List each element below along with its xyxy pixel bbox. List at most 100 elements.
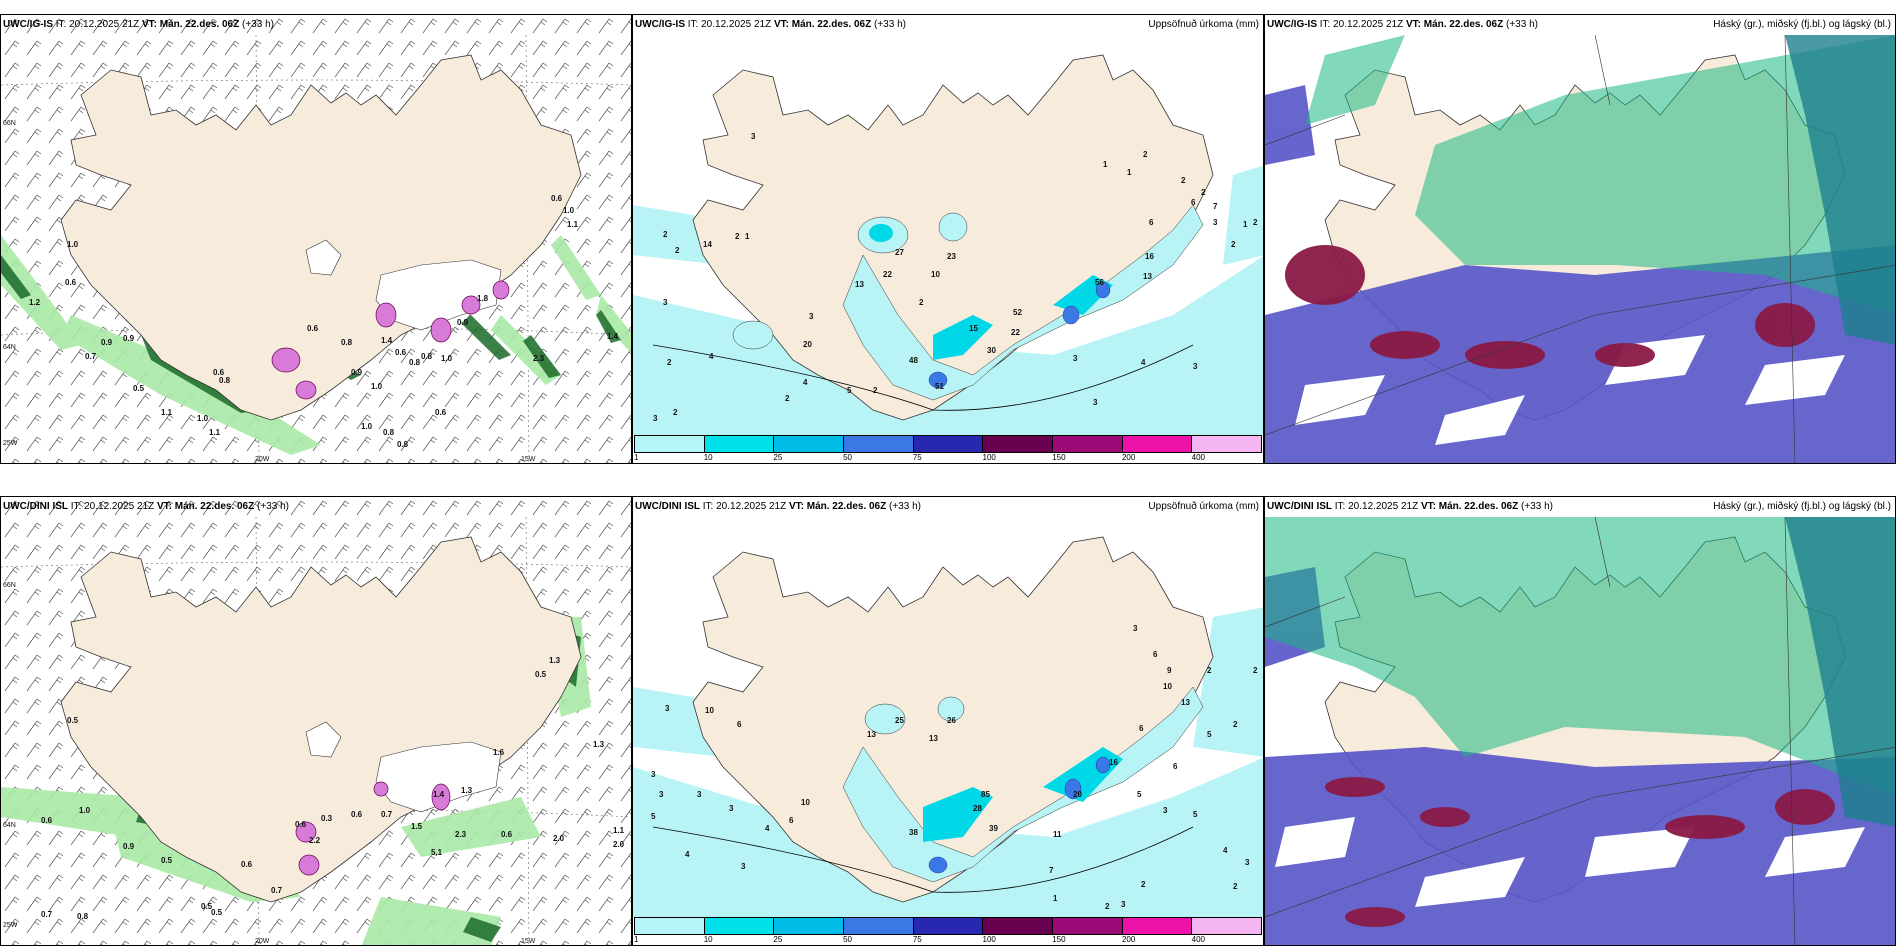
- panel-title: Háský (gr.), miðský (fj.bl.) og lágský (…: [1713, 501, 1891, 512]
- legend-swatch: [1053, 918, 1123, 934]
- value-label: 0.8: [341, 338, 353, 347]
- value-label: 4: [803, 378, 808, 387]
- lat-label: 66N: [3, 120, 16, 127]
- value-label: 2: [873, 386, 878, 395]
- value-label: 3: [665, 704, 670, 713]
- legend-tick: 150: [1052, 453, 1066, 462]
- value-label: 2.2: [309, 836, 321, 845]
- value-label: 0.8: [219, 376, 231, 385]
- wind-map: 1.0 0.6 1.2 0.9 0.7 0.5 0.9 1.1 1.0 1.1 …: [1, 15, 631, 463]
- value-label: 0.5: [201, 902, 213, 911]
- value-label: 23: [947, 252, 956, 261]
- value-label: 2: [1253, 218, 1258, 227]
- value-label: 1.1: [613, 826, 625, 835]
- value-label: 7: [1049, 866, 1054, 875]
- value-label: 0.6: [551, 194, 563, 203]
- value-label: 13: [929, 734, 938, 743]
- panel-title: Háský (gr.), miðský (fj.bl.) og lágský (…: [1713, 19, 1891, 30]
- precip-panel-row2: UWC/DINI ISL IT: 20.12.2025 21Z VT: Mán.…: [632, 496, 1264, 946]
- value-label: 0.5: [67, 716, 79, 725]
- value-label: 2: [735, 232, 740, 241]
- value-label: 1: [1053, 894, 1058, 903]
- wind-values: 1.0 0.6 1.2 0.9 0.7 0.5 0.9 1.1 1.0 1.1 …: [3, 120, 619, 463]
- value-label: 6: [789, 816, 794, 825]
- value-label: 10: [705, 706, 714, 715]
- value-label: 2: [667, 358, 672, 367]
- value-label: 3: [741, 862, 746, 871]
- value-label: 30: [987, 346, 996, 355]
- value-label: 1: [745, 232, 750, 241]
- precip-legend: 1 10 25 50 75 100 150 200 400: [634, 435, 1262, 463]
- value-label: 3: [697, 790, 702, 799]
- value-label: 1.1: [161, 408, 173, 417]
- value-label: 2: [785, 394, 790, 403]
- value-label: 6: [1173, 762, 1178, 771]
- value-label: 1: [1243, 220, 1248, 229]
- legend-swatch: [983, 436, 1054, 452]
- value-label: 2: [1233, 882, 1238, 891]
- legend-swatch: [844, 436, 914, 452]
- panel-title: Uppsöfnuð úrkoma (mm): [1148, 19, 1259, 30]
- value-label: 0.8: [397, 440, 409, 449]
- value-label: 1.0: [67, 240, 79, 249]
- wind-precip-streaks: [1, 235, 631, 455]
- precip-values: 3 10 6 3 3 3 5 4 3 4 3 6 10 13 25 13 26 …: [651, 624, 1258, 911]
- value-label: 4: [765, 824, 770, 833]
- value-label: 3: [729, 804, 734, 813]
- value-label: 0.6: [295, 820, 307, 829]
- value-label: 27: [895, 248, 904, 257]
- value-label: 0.8: [421, 352, 433, 361]
- value-label: 1.4: [607, 332, 619, 341]
- intense-cells: [271, 280, 510, 400]
- value-label: 0.9: [457, 318, 469, 327]
- legend-bar: [634, 435, 1262, 453]
- precip-map: 3 10 6 3 3 3 5 4 3 4 3 6 10 13 25 13 26 …: [633, 536, 1263, 917]
- legend-tick: 75: [912, 935, 922, 944]
- value-label: 28: [973, 804, 982, 813]
- value-label: 1.5: [411, 822, 423, 831]
- value-label: 0.8: [383, 428, 395, 437]
- value-label: 3: [1133, 624, 1138, 633]
- lon-label: 15W: [521, 456, 536, 463]
- value-label: 1.0: [361, 422, 373, 431]
- value-label: 20: [1073, 790, 1082, 799]
- value-label: 51: [935, 382, 944, 391]
- panel-header: UWC/DINI ISL IT: 20.12.2025 21Z VT: Mán.…: [635, 501, 921, 512]
- cloud-map: [1265, 34, 1895, 463]
- value-label: 5: [1137, 790, 1142, 799]
- value-label: 22: [883, 270, 892, 279]
- value-label: 1.3: [461, 786, 473, 795]
- value-label: 0.6: [435, 408, 447, 417]
- value-label: 1.1: [567, 220, 579, 229]
- value-label: 3: [659, 790, 664, 799]
- value-label: 38: [909, 828, 918, 837]
- legend-tick: 25: [773, 453, 783, 462]
- value-label: 0.7: [271, 886, 283, 895]
- value-label: 1.3: [593, 740, 605, 749]
- value-label: 3: [653, 414, 658, 423]
- value-label: 11: [1053, 830, 1062, 839]
- legend-tick: 150: [1052, 935, 1066, 944]
- value-label: 3: [651, 770, 656, 779]
- wind-map: 0.5 0.6 1.0 0.9 0.5 0.5 0.6 0.6 0.5 0.7 …: [1, 497, 631, 945]
- wind-panel-row2: UWC/DINI ISL IT: 20.12.2025 21Z VT: Mán.…: [0, 496, 632, 946]
- legend-ticks: 1 10 25 50 75 100 150 200 400: [634, 453, 1262, 463]
- value-label: 5: [847, 386, 852, 395]
- value-label: 5: [651, 812, 656, 821]
- value-label: 2.3: [533, 354, 545, 363]
- value-label: 22: [1011, 328, 1020, 337]
- panel-header: UWC/DINI ISL IT: 20.12.2025 21Z VT: Mán.…: [1267, 501, 1553, 512]
- value-label: 0.5: [133, 384, 145, 393]
- precip-map: 3 2 1 14 2 2 3 2 4 3 2 20 3 4 5 2 2 27 2…: [633, 54, 1263, 435]
- value-label: 4: [709, 352, 714, 361]
- value-label: 10: [801, 798, 810, 807]
- value-label: 14: [703, 240, 712, 249]
- legend-tick: 1: [634, 453, 639, 462]
- value-label: 5: [1193, 810, 1198, 819]
- value-label: 3: [1073, 354, 1078, 363]
- value-label: 0.7: [85, 352, 97, 361]
- value-label: 13: [1143, 272, 1152, 281]
- value-label: 10: [1163, 682, 1172, 691]
- value-label: 0.9: [123, 334, 135, 343]
- value-label: 2.0: [613, 840, 625, 849]
